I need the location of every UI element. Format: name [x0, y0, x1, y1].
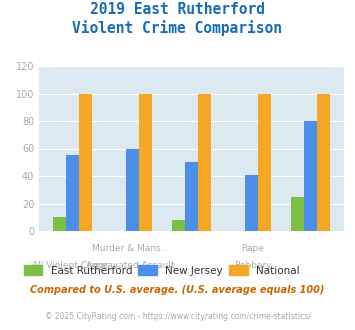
Bar [66, 155, 79, 231]
Bar [291, 197, 304, 231]
Bar [245, 175, 258, 231]
Text: 2019 East Rutherford: 2019 East Rutherford [90, 2, 265, 16]
Bar [79, 93, 92, 231]
Bar [258, 93, 271, 231]
Text: Aggravated Assault: Aggravated Assault [86, 261, 175, 270]
Text: Rape: Rape [241, 244, 264, 253]
Text: All Violent Crime: All Violent Crime [32, 261, 108, 270]
Text: Compared to U.S. average. (U.S. average equals 100): Compared to U.S. average. (U.S. average … [30, 285, 325, 295]
Text: Robbery: Robbery [234, 261, 272, 270]
Text: © 2025 CityRating.com - https://www.cityrating.com/crime-statistics/: © 2025 CityRating.com - https://www.city… [45, 312, 310, 321]
Bar [139, 93, 152, 231]
Bar [53, 217, 66, 231]
Text: Murder & Mans...: Murder & Mans... [92, 244, 169, 253]
Bar [172, 220, 185, 231]
Bar [304, 121, 317, 231]
Legend: East Rutherford, New Jersey, National: East Rutherford, New Jersey, National [20, 261, 304, 280]
Bar [317, 93, 331, 231]
Bar [198, 93, 211, 231]
Bar [185, 162, 198, 231]
Bar [126, 148, 139, 231]
Text: Violent Crime Comparison: Violent Crime Comparison [72, 20, 283, 36]
